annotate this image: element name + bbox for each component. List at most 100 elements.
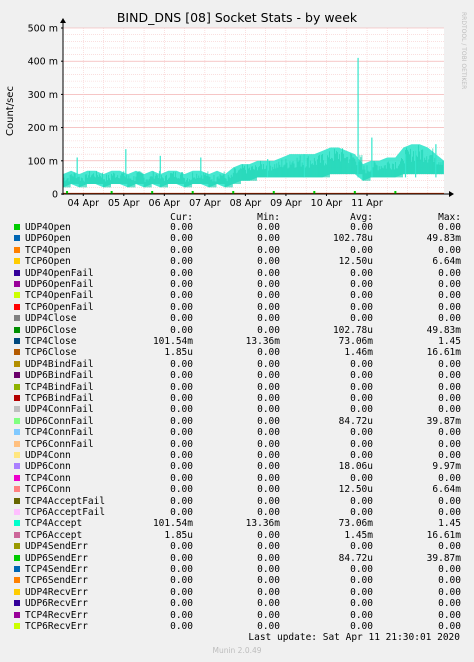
legend-swatch bbox=[14, 269, 20, 276]
legend-series-name: UDP4Conn bbox=[25, 450, 71, 461]
legend-min: 0.00 bbox=[257, 575, 280, 587]
legend-series-name: TCP4Conn bbox=[25, 472, 71, 484]
legend-cur: 0.00 bbox=[170, 267, 193, 279]
legend-series-name: UDP6ConnFail bbox=[25, 415, 94, 427]
legend-cur: 0.00 bbox=[170, 381, 193, 393]
x-tick-label: 05 Apr bbox=[108, 198, 140, 209]
legend-max: 0.00 bbox=[438, 609, 461, 621]
legend-min: 0.00 bbox=[257, 381, 280, 393]
legend-min: 0.00 bbox=[257, 393, 280, 404]
legend-min: 13.36m bbox=[245, 518, 280, 530]
legend-row: UDP4OpenFail 0.00 0.00 0.00 0.00 bbox=[0, 268, 474, 279]
legend-min: 0.00 bbox=[257, 290, 280, 302]
legend-series-name: UDP4RecvErr bbox=[25, 586, 88, 598]
legend-series-name: UDP4OpenFail bbox=[25, 267, 94, 279]
header-max: Max: bbox=[438, 212, 461, 223]
legend-min: 0.00 bbox=[257, 415, 280, 427]
legend-cur: 0.00 bbox=[170, 495, 193, 507]
legend-cur: 0.00 bbox=[170, 404, 193, 416]
legend-cur: 0.00 bbox=[170, 586, 193, 598]
legend-swatch bbox=[14, 440, 20, 447]
legend-avg: 102.78u bbox=[332, 324, 373, 336]
legend-cur: 0.00 bbox=[170, 484, 193, 496]
legend-min: 13.36m bbox=[245, 336, 280, 347]
legend-avg: 0.00 bbox=[350, 495, 373, 507]
legend-cur: 0.00 bbox=[170, 358, 193, 370]
legend-cur: 0.00 bbox=[170, 222, 193, 233]
legend-avg: 0.00 bbox=[350, 598, 373, 610]
y-tick-label: 0 bbox=[52, 190, 58, 201]
legend-min: 0.00 bbox=[257, 233, 280, 245]
legend-avg: 0.00 bbox=[350, 267, 373, 279]
legend-row: UDP4ConnFail 0.00 0.00 0.00 0.00 bbox=[0, 404, 474, 415]
y-axis-label: Count/sec bbox=[5, 86, 16, 136]
x-tick-label: 10 Apr bbox=[311, 198, 343, 209]
legend-min: 0.00 bbox=[257, 313, 280, 325]
legend-swatch bbox=[14, 509, 20, 515]
legend-cur: 1.85u bbox=[164, 529, 193, 541]
legend-row: TCP4Open 0.00 0.00 0.00 0.00 bbox=[0, 245, 474, 256]
legend-row: TCP4ConnFail 0.00 0.00 0.00 0.00 bbox=[0, 427, 474, 438]
legend-max: 0.00 bbox=[438, 427, 461, 439]
legend-cur: 0.00 bbox=[170, 564, 193, 575]
legend-swatch bbox=[14, 429, 20, 436]
legend-swatch bbox=[14, 246, 20, 253]
legend-swatch bbox=[14, 497, 20, 504]
legend-row: UDP6BindFail 0.00 0.00 0.00 0.00 bbox=[0, 370, 474, 381]
legend-cur: 0.00 bbox=[170, 552, 193, 564]
x-tick-label: 11 Apr bbox=[351, 198, 383, 209]
legend-series-name: TCP6Accept bbox=[25, 529, 83, 541]
legend-row: TCP4AcceptFail 0.00 0.00 0.00 0.00 bbox=[0, 496, 474, 507]
legend-row: TCP4OpenFail 0.00 0.00 0.00 0.00 bbox=[0, 290, 474, 301]
legend-series-name: TCP4Close bbox=[25, 336, 77, 347]
legend-row: UDP4Open 0.00 0.00 0.00 0.00 bbox=[0, 222, 474, 233]
legend-series-name: TCP4RecvErr bbox=[25, 609, 88, 621]
series-marker-udp6open bbox=[66, 191, 69, 194]
series-marker-udp6open bbox=[110, 191, 113, 194]
legend-max: 0.00 bbox=[438, 267, 461, 279]
legend-series-name: UDP4SendErr bbox=[25, 541, 88, 553]
legend-series-name: TCP6BindFail bbox=[25, 393, 94, 404]
legend-min: 0.00 bbox=[257, 461, 280, 473]
legend-series-name: TCP4Open bbox=[25, 244, 71, 256]
legend-avg: 73.06m bbox=[338, 336, 373, 347]
legend-series-name: TCP6RecvErr bbox=[25, 621, 88, 632]
legend-max: 1.45 bbox=[438, 336, 461, 347]
legend-avg: 12.50u bbox=[338, 256, 373, 268]
legend-row: TCP4BindFail 0.00 0.00 0.00 0.00 bbox=[0, 382, 474, 393]
legend-avg: 0.00 bbox=[350, 381, 373, 393]
legend-avg: 0.00 bbox=[350, 575, 373, 587]
legend-min: 0.00 bbox=[257, 507, 280, 518]
legend-min: 0.00 bbox=[257, 541, 280, 553]
legend-avg: 102.78u bbox=[332, 233, 373, 245]
legend-avg: 18.06u bbox=[338, 461, 373, 473]
legend-swatch bbox=[14, 235, 20, 242]
legend-max: 0.00 bbox=[438, 381, 461, 393]
legend-min: 0.00 bbox=[257, 222, 280, 233]
legend-min: 0.00 bbox=[257, 267, 280, 279]
legend-avg: 73.06m bbox=[338, 518, 373, 530]
legend-min: 0.00 bbox=[257, 586, 280, 598]
legend-row: TCP6RecvErr 0.00 0.00 0.00 0.00 bbox=[0, 621, 474, 632]
legend-max: 0.00 bbox=[438, 279, 461, 290]
header-avg: Avg: bbox=[350, 212, 373, 223]
legend-avg: 0.00 bbox=[350, 609, 373, 621]
legend-swatch bbox=[14, 292, 20, 299]
legend-avg: 0.00 bbox=[350, 279, 373, 290]
legend-swatch bbox=[14, 395, 20, 401]
legend-min: 0.00 bbox=[257, 609, 280, 621]
legend-series-name: TCP6AcceptFail bbox=[25, 507, 106, 518]
legend-cur: 0.00 bbox=[170, 233, 193, 245]
legend-min: 0.00 bbox=[257, 484, 280, 496]
legend-swatch bbox=[14, 463, 20, 470]
legend-cur: 0.00 bbox=[170, 507, 193, 518]
y-tick-label: 400 m bbox=[28, 57, 58, 68]
legend-series-name: TCP4Accept bbox=[25, 518, 83, 530]
series-area-tcp4accept bbox=[63, 144, 444, 188]
legend-max: 0.00 bbox=[438, 301, 461, 313]
series-marker-udp6open bbox=[191, 191, 194, 194]
legend-swatch bbox=[14, 383, 20, 390]
legend-cur: 101.54m bbox=[152, 518, 193, 530]
legend-cur: 0.00 bbox=[170, 256, 193, 268]
legend-cur: 0.00 bbox=[170, 461, 193, 473]
